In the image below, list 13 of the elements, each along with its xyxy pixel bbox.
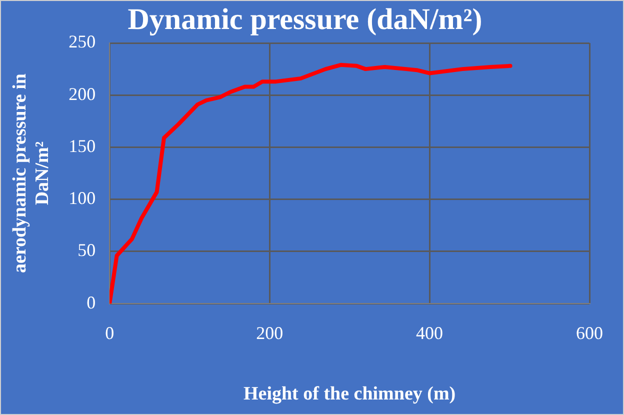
y-tick-label: 0: [86, 292, 96, 312]
chart-title: Dynamic pressure (daN/m²): [128, 2, 482, 36]
y-tick-label: 250: [68, 32, 96, 52]
y-tick-label: 100: [68, 188, 96, 208]
y-tick-label: 150: [68, 136, 96, 156]
x-tick-label: 600: [576, 323, 603, 344]
y-tick-label: 200: [68, 84, 96, 104]
x-axis-title: Height of the chimney (m): [243, 384, 456, 405]
x-tick-label: 0: [105, 323, 114, 344]
y-tick-label: 50: [78, 240, 96, 260]
x-tick-label: 200: [256, 323, 284, 344]
y-axis-title: aerodynamic pressure in DaN/m²: [9, 73, 54, 274]
x-tick-label: 400: [416, 323, 444, 344]
